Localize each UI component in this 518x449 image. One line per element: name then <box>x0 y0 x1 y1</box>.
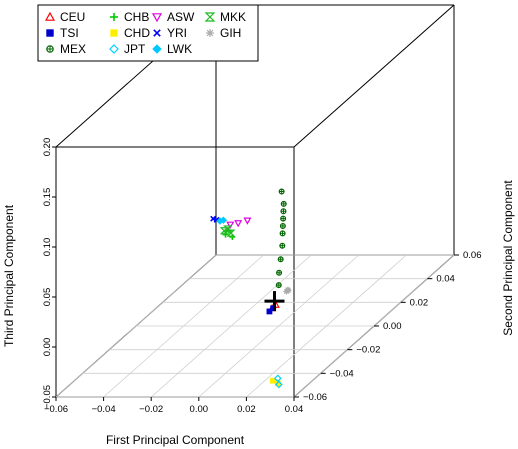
plot-box <box>55 4 455 398</box>
legend-label-mkk: MKK <box>220 10 246 24</box>
y-tick-label: −0.02 <box>356 345 380 356</box>
legend-label-lwk: LWK <box>167 42 192 56</box>
y-tick-label: −0.04 <box>330 368 354 379</box>
data-points <box>210 188 292 389</box>
point-mex <box>277 256 284 263</box>
legend-marker-chd <box>110 29 118 37</box>
point-chd <box>269 377 276 384</box>
point-mex <box>279 230 286 237</box>
point-mex <box>276 269 283 276</box>
legend-label-mex: MEX <box>60 42 86 56</box>
legend-marker-ceu <box>44 11 56 21</box>
x-tick-label: −0.06 <box>44 404 68 415</box>
y-tick-label: 0.04 <box>436 274 455 285</box>
legend-label-tsi: TSI <box>60 26 79 40</box>
legend-label-gih: GIH <box>220 26 241 40</box>
legend: CEU TSI MEX CHB CHD JPT ASW YRI LWK MKK GIH <box>37 4 259 62</box>
x-axis-title: First Principal Component <box>106 433 245 447</box>
legend-marker-gih <box>206 29 214 37</box>
legend-marker-mkk <box>204 12 216 22</box>
reference-cross-marker <box>264 291 285 312</box>
legend-label-chb: CHB <box>124 10 149 24</box>
point-mkk <box>226 229 236 237</box>
point-asw <box>243 217 252 225</box>
legend-marker-mex <box>46 45 54 53</box>
x-tick-label: −0.04 <box>92 404 116 415</box>
z-axis-title: Third Principal Component <box>2 204 16 347</box>
z-tick-label: −0.05 <box>42 385 53 409</box>
z-tick-label: 0.20 <box>42 138 53 157</box>
box-edge <box>293 4 455 148</box>
z-tick-label: 0.05 <box>42 288 53 307</box>
point-gih <box>283 288 290 295</box>
legend-label-asw: ASW <box>167 10 195 24</box>
legend-marker-asw <box>151 13 163 23</box>
z-tick-label: 0.10 <box>42 238 53 257</box>
y-tick-label: 0.02 <box>410 297 429 308</box>
point-jpt <box>273 374 282 383</box>
x-tick-label: −0.02 <box>139 404 163 415</box>
legend-marker-chb <box>110 13 118 21</box>
legend-label-jpt: JPT <box>124 42 146 56</box>
point-jpt <box>275 380 283 389</box>
legend-marker-jpt <box>109 44 119 54</box>
y-axis-title: Second Principal Component <box>501 180 515 336</box>
y-tick-label: −0.06 <box>303 392 327 403</box>
y-tick-label: 0.06 <box>463 250 482 261</box>
point-mex <box>280 200 287 207</box>
point-mex <box>279 242 286 249</box>
point-mex <box>275 282 282 289</box>
z-tick-label: 0.00 <box>42 338 53 357</box>
point-mex <box>280 208 287 215</box>
legend-label-chd: CHD <box>124 26 150 40</box>
point-tsi <box>266 308 273 315</box>
point-asw <box>226 221 235 229</box>
legend-marker-yri <box>153 29 161 37</box>
legend-box <box>37 4 259 62</box>
x-tick-label: 0.04 <box>285 404 304 415</box>
legend-marker-lwk <box>152 44 162 54</box>
z-tick-label: 0.15 <box>42 188 53 207</box>
point-mex <box>280 215 287 222</box>
point-asw <box>234 220 243 228</box>
point-mex <box>278 188 285 195</box>
legend-label-yri: YRI <box>167 26 187 40</box>
y-tick-label: 0.00 <box>383 321 402 332</box>
point-lwk <box>219 216 228 224</box>
point-mex <box>279 222 286 229</box>
legend-marker-tsi <box>46 29 54 37</box>
axis-ticks: −0.06 −0.04 −0.02 0.00 0.02 0.04 −0.05 0.00 0.05… <box>42 138 482 415</box>
x-tick-label: 0.00 <box>190 404 209 415</box>
x-tick-label: 0.02 <box>237 404 256 415</box>
legend-label-ceu: CEU <box>60 10 85 24</box>
